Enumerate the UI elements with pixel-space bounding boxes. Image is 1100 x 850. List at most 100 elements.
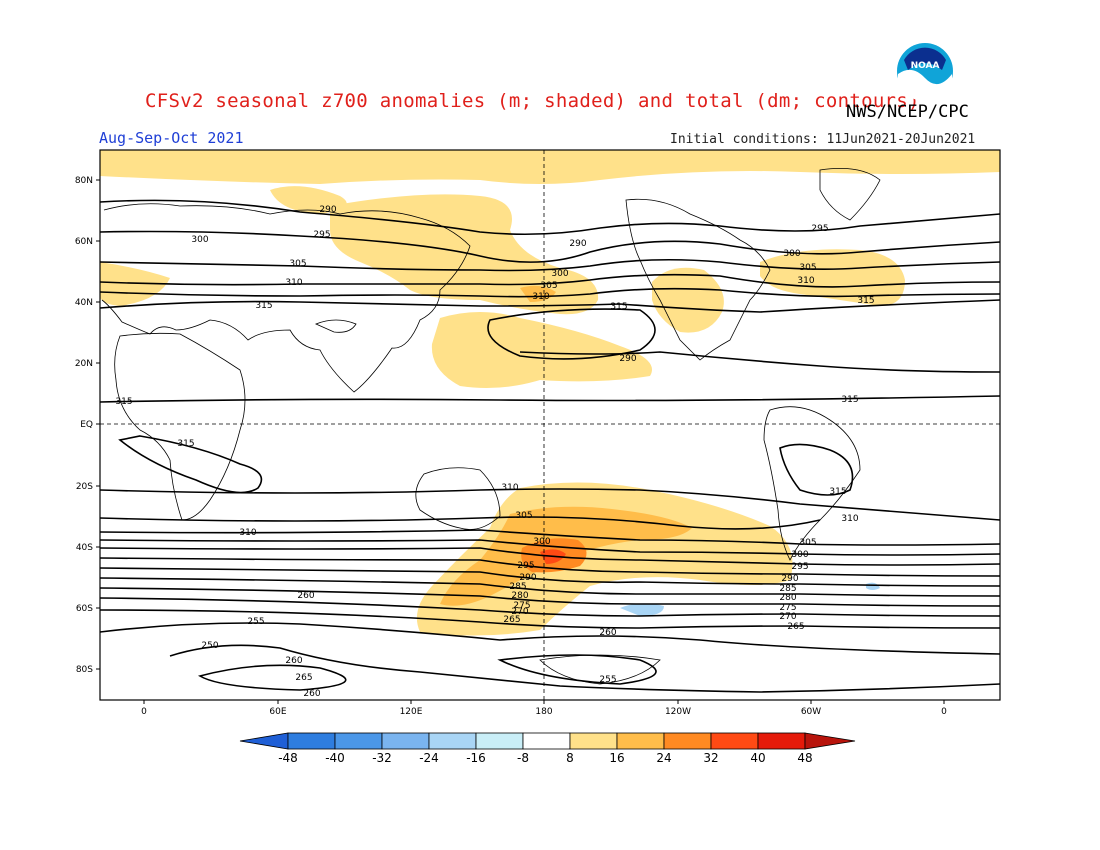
logo-text: NOAA bbox=[911, 61, 940, 71]
season-label: Aug-Sep-Oct 2021 bbox=[99, 129, 244, 147]
coastlines bbox=[101, 168, 881, 685]
lon-tick-label: 0 bbox=[941, 707, 947, 717]
lat-tick-label: 80N bbox=[75, 176, 93, 186]
height-contours bbox=[100, 199, 1000, 693]
contour-label: 305 bbox=[799, 263, 816, 273]
colorbar-swatch bbox=[616, 732, 665, 750]
contour-label: 310 bbox=[532, 292, 549, 302]
contour-label: 275 bbox=[513, 601, 530, 611]
colorbar-arrow-right bbox=[804, 732, 856, 750]
contour-label: 290 bbox=[519, 573, 536, 583]
colorbar-swatch bbox=[475, 732, 524, 750]
chart-title: CFSv2 seasonal z700 anomalies (m; shaded… bbox=[145, 90, 920, 112]
lat-tick-label: 20S bbox=[76, 482, 93, 492]
contour-label: 305 bbox=[799, 538, 816, 548]
contour-label: 285 bbox=[509, 582, 526, 592]
lat-tick-label: 20N bbox=[75, 359, 93, 369]
colorbar-swatch bbox=[710, 732, 759, 750]
contour-label: 295 bbox=[517, 561, 534, 571]
contour-label: 310 bbox=[841, 514, 858, 524]
colorbar-swatch bbox=[663, 732, 712, 750]
contour-label: 260 bbox=[599, 628, 616, 638]
contour-label: 315 bbox=[255, 301, 272, 311]
colorbar-label: -16 bbox=[466, 751, 486, 765]
contour-label: 295 bbox=[313, 230, 330, 240]
colorbar-arrow-left bbox=[239, 732, 289, 750]
colorbar-label: -24 bbox=[419, 751, 439, 765]
colorbar-label: -40 bbox=[325, 751, 345, 765]
colorbar-swatch bbox=[757, 732, 806, 750]
contour-label: 250 bbox=[201, 641, 218, 651]
lon-tick-label: 60E bbox=[269, 707, 286, 717]
contour-label: 290 bbox=[781, 574, 798, 584]
colorbar: -48 -40 -32 -24 -16 -8 8 16 24 32 40 48 bbox=[239, 732, 856, 765]
contour-label: 290 bbox=[569, 239, 586, 249]
contour-label: 315 bbox=[841, 395, 858, 405]
contour-label: 270 bbox=[511, 607, 528, 617]
contour-label: 270 bbox=[779, 612, 796, 622]
contour-label: 255 bbox=[247, 617, 264, 627]
contour-label: 280 bbox=[511, 591, 528, 601]
contour-label: 280 bbox=[779, 593, 796, 603]
colorbar-label: 16 bbox=[609, 751, 624, 765]
colorbar-swatch bbox=[428, 732, 477, 750]
contour-label: 310 bbox=[239, 528, 256, 538]
contour-label: 310 bbox=[501, 483, 518, 493]
lon-tick-label: 180 bbox=[535, 707, 552, 717]
contour-label: 300 bbox=[191, 235, 208, 245]
latitude-axis: 80N 60N 40N 20N EQ 20S 40S 60S 80S bbox=[75, 176, 100, 675]
lat-tick-label: 80S bbox=[76, 665, 93, 675]
contour-label: 295 bbox=[791, 562, 808, 572]
colorbar-label: -32 bbox=[372, 751, 392, 765]
contour-label: 275 bbox=[779, 603, 796, 613]
initial-conditions-label: Initial conditions: 11Jun2021-20Jun2021 bbox=[670, 132, 976, 147]
contour-label: 285 bbox=[779, 584, 796, 594]
contour-label: 315 bbox=[829, 487, 846, 497]
contour-label: 300 bbox=[783, 249, 800, 259]
contour-label: 300 bbox=[551, 269, 568, 279]
contour-label: 260 bbox=[285, 656, 302, 666]
contour-label: 300 bbox=[533, 537, 550, 547]
lon-tick-label: 60W bbox=[801, 707, 821, 717]
lon-tick-label: 120E bbox=[400, 707, 423, 717]
agency-label: NWS/NCEP/CPC bbox=[846, 102, 969, 122]
colorbar-label: 32 bbox=[703, 751, 718, 765]
contour-label: 315 bbox=[177, 439, 194, 449]
lat-tick-label: 60N bbox=[75, 237, 93, 247]
contour-label: 315 bbox=[115, 397, 132, 407]
contour-label: 260 bbox=[303, 689, 320, 699]
contour-label: 260 bbox=[297, 591, 314, 601]
lat-tick-label: 40S bbox=[76, 543, 93, 553]
contour-label: 310 bbox=[285, 278, 302, 288]
contour-label: 265 bbox=[503, 615, 520, 625]
colorbar-label: 48 bbox=[797, 751, 812, 765]
lat-tick-label: EQ bbox=[80, 420, 93, 430]
colorbar-swatch bbox=[381, 732, 430, 750]
colorbar-swatch bbox=[287, 732, 336, 750]
contour-label: 265 bbox=[787, 622, 804, 632]
contour-label: 315 bbox=[857, 296, 874, 306]
contour-label: 305 bbox=[289, 259, 306, 269]
colorbar-swatch bbox=[334, 732, 383, 750]
colorbar-label: 8 bbox=[566, 751, 574, 765]
lon-tick-label: 0 bbox=[141, 707, 147, 717]
contour-label: 305 bbox=[540, 281, 557, 291]
colorbar-swatch bbox=[569, 732, 618, 750]
contour-label: 310 bbox=[797, 276, 814, 286]
longitude-axis: 0 60E 120E 180 120W 60W 0 bbox=[141, 700, 947, 717]
contour-label: 265 bbox=[295, 673, 312, 683]
contour-label: 290 bbox=[319, 205, 336, 215]
lon-tick-label: 120W bbox=[665, 707, 691, 717]
colorbar-swatch bbox=[522, 732, 571, 750]
noaa-logo-icon: NOAA bbox=[895, 41, 955, 101]
lat-tick-label: 60S bbox=[76, 604, 93, 614]
contour-label: 305 bbox=[515, 511, 532, 521]
colorbar-label: -48 bbox=[278, 751, 298, 765]
colorbar-label: 24 bbox=[656, 751, 671, 765]
map-frame bbox=[99, 149, 1001, 701]
contour-label: 300 bbox=[791, 550, 808, 560]
contour-label: 315 bbox=[610, 302, 627, 312]
contour-label: 290 bbox=[619, 354, 636, 364]
